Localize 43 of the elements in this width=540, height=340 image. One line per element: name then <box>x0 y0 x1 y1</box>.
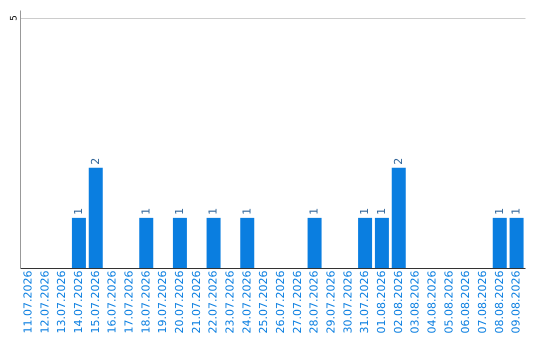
x-tick-label: 19.07.2026 <box>156 270 170 334</box>
x-tick-label: 29.07.2026 <box>324 270 338 334</box>
x-tick-label: 26.07.2026 <box>274 270 287 334</box>
x-tick-label: 05.08.2026 <box>442 270 456 334</box>
x-tick-label: 24.07.2026 <box>240 270 254 334</box>
data-label: 1 <box>139 208 152 215</box>
x-tick-label: 21.07.2026 <box>190 270 203 334</box>
x-tick-label: 31.07.2026 <box>358 270 372 334</box>
x-tick-label: 30.07.2026 <box>341 270 354 334</box>
x-tick-label: 25.07.2026 <box>257 270 270 334</box>
x-tick-label: 02.08.2026 <box>392 270 405 334</box>
data-label: 1 <box>358 208 372 215</box>
x-tick-label: 27.07.2026 <box>290 270 304 334</box>
y-tick-label: 5 <box>10 15 20 21</box>
data-label: 1 <box>72 208 85 215</box>
x-tick-label: 04.08.2026 <box>425 270 438 334</box>
x-tick-label: 03.08.2026 <box>408 270 422 334</box>
x-tick-label: 28.07.2026 <box>308 270 321 334</box>
x-tick-label: 12.07.2026 <box>38 270 52 334</box>
data-label: 1 <box>206 208 220 215</box>
x-tick-label: 22.07.2026 <box>206 270 220 334</box>
x-tick-label: 13.07.2026 <box>55 270 68 334</box>
data-label: 1 <box>492 208 506 215</box>
x-tick-label: 17.07.2026 <box>122 270 136 334</box>
data-label: 1 <box>172 208 186 215</box>
x-tick-label: 20.07.2026 <box>172 270 186 334</box>
x-tick-label: 09.08.2026 <box>510 270 523 334</box>
x-tick-label: 18.07.2026 <box>139 270 152 334</box>
data-label: 1 <box>240 208 254 215</box>
x-tick-label: 16.07.2026 <box>106 270 119 334</box>
data-label: 2 <box>392 158 405 165</box>
x-tick-label: 14.07.2026 <box>72 270 85 334</box>
x-tick-label: 01.08.2026 <box>374 270 388 334</box>
x-tick-label: 15.07.2026 <box>88 270 102 334</box>
data-label: 2 <box>88 158 102 165</box>
x-tick-label: 11.07.2026 <box>21 270 34 334</box>
x-tick-label: 06.08.2026 <box>459 270 472 334</box>
data-label: 1 <box>308 208 321 215</box>
data-label: 1 <box>510 208 523 215</box>
data-label: 1 <box>374 208 388 215</box>
x-tick-label: 07.08.2026 <box>476 270 489 334</box>
x-tick-label: 23.07.2026 <box>223 270 236 334</box>
x-tick-label: 08.08.2026 <box>492 270 506 334</box>
